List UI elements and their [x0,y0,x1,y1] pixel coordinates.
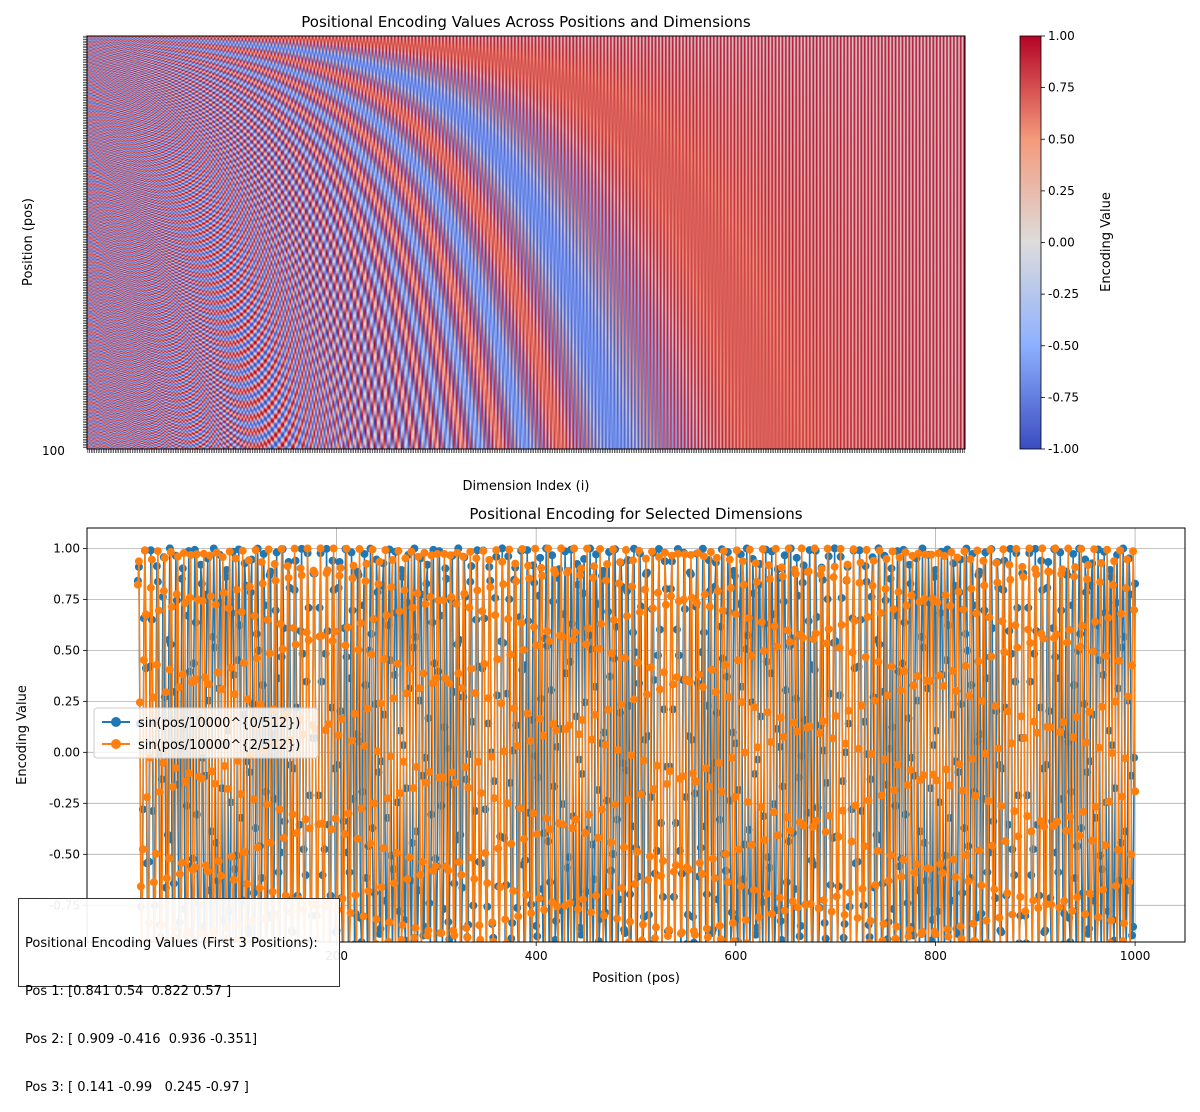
heatmap-x-label: Dimension Index (i) [463,479,590,494]
line-y-tick-label: 0.75 [53,592,80,606]
line-chart-frame [86,527,1186,943]
legend-frame [93,707,319,759]
line-y-tick-label: -0.50 [49,847,80,861]
heatmap-x-ticks [87,449,965,453]
heatmap-image [87,36,965,449]
line-y-tick-label: 1.00 [53,541,80,555]
info-box: Positional Encoding Values (First 3 Posi… [18,898,340,1095]
colorbar-tick-label: -1.00 [1048,442,1079,456]
legend-marker-series-1 [111,739,121,749]
line-chart-x-label: Position (pos) [592,971,680,986]
colorbar-tick-label: 0.75 [1048,81,1075,95]
heatmap-chart: Positional Encoding Values Across Positi… [21,13,966,494]
line-y-tick-label: 0.25 [53,694,80,708]
line-chart-legend: sin(pos/10000^{0/512}) sin(pos/10000^{2/… [93,707,319,759]
heatmap-y-label: Position (pos) [21,198,36,286]
legend-label-series-1: sin(pos/10000^{2/512}) [138,738,300,753]
line-chart: Positional Encoding for Selected Dimensi… [15,505,1186,986]
colorbar-tick-label: 0.50 [1048,132,1075,146]
colorbar-label: Encoding Value [1099,192,1114,292]
line-chart-y-ticks: -0.75-0.50-0.250.000.250.500.751.00 [49,541,87,912]
line-chart-y-label: Encoding Value [15,685,30,785]
legend-marker-series-0 [111,717,121,727]
line-x-tick-label: 600 [724,949,747,963]
line-chart-x-ticks: 2004006008001000 [325,942,1150,963]
heatmap-title: Positional Encoding Values Across Positi… [301,13,751,31]
info-box-line-pos-1: Pos 1: [0.841 0.54 0.822 0.57 ] [25,984,232,999]
line-chart-title: Positional Encoding for Selected Dimensi… [469,505,802,523]
colorbar-ticks: -1.00 -0.75 -0.50 -0.25 0.00 0.25 0.50 0.75 1.00 [1041,29,1079,456]
info-box-heading: Positional Encoding Values (First 3 Posi… [25,936,318,951]
colorbar: -1.00 -0.75 -0.50 -0.25 0.00 0.25 0.50 0.75 1.00… [1019,29,1114,456]
colorbar-tick-label: 1.00 [1048,29,1075,43]
line-x-tick-label: 1000 [1120,949,1151,963]
line-y-tick-label: -0.25 [49,796,80,810]
info-box-line-pos-3: Pos 3: [ 0.141 -0.99 0.245 -0.97 ] [25,1080,249,1095]
line-x-tick-label: 400 [525,949,548,963]
colorbar-gradient [1019,35,1042,450]
figure: Positional Encoding Values Across Positi… [15,13,1186,986]
colorbar-tick-label: -0.25 [1048,287,1079,301]
line-y-tick-label: 0.00 [53,745,80,759]
heatmap-frame [86,35,966,450]
heatmap-y-ticks [83,35,87,448]
colorbar-tick-label: -0.75 [1048,390,1079,404]
line-x-tick-label: 800 [924,949,947,963]
colorbar-tick-label: -0.50 [1048,339,1079,353]
colorbar-tick-label: 0.25 [1048,184,1075,198]
heatmap-bottom-y-tick-label: 100 [42,444,65,458]
colorbar-tick-label: 0.00 [1048,236,1075,250]
line-y-tick-label: 0.50 [53,643,80,657]
info-box-line-pos-2: Pos 2: [ 0.909 -0.416 0.936 -0.351] [25,1032,258,1047]
legend-label-series-0: sin(pos/10000^{0/512}) [138,716,300,731]
